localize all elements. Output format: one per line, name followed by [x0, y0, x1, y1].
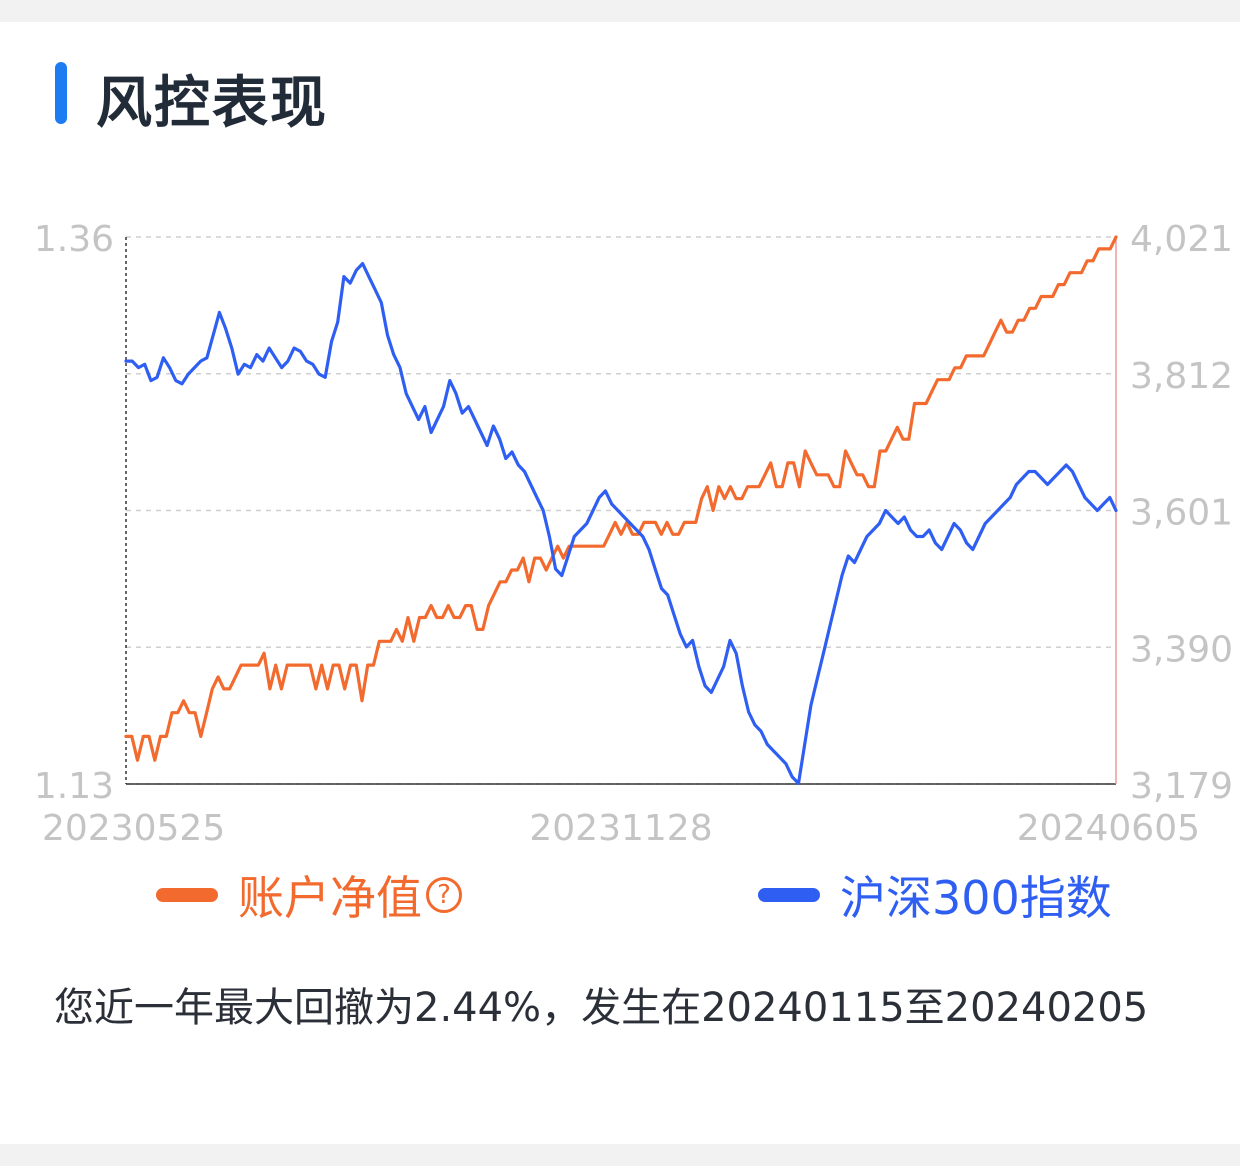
- legend-nav-label: 账户净值: [238, 871, 422, 925]
- section-title: 风控表现: [96, 71, 328, 136]
- right-tick-label: 3,812: [1130, 356, 1233, 397]
- legend-nav-swatch: [156, 888, 218, 902]
- title-accent-bar: [55, 62, 67, 124]
- x-tick-label: 20231128: [529, 808, 712, 849]
- nav-series-line: [124, 235, 1118, 762]
- chart-grid: [126, 236, 1116, 785]
- risk-control-card: [0, 22, 1240, 1144]
- x-tick-label: 20240605: [1017, 808, 1200, 849]
- chart-labels: 1.36 1.13 4,021 3,812 3,601 3,390 3,179 2023052…: [34, 219, 1233, 849]
- legend-index-swatch: [758, 888, 820, 902]
- legend-index[interactable]: 沪深300指数: [758, 862, 1112, 928]
- right-tick-label: 3,390: [1130, 629, 1233, 670]
- left-tick-label: 1.36: [34, 219, 114, 260]
- legend-index-label: 沪深300指数: [840, 871, 1112, 925]
- max-drawdown-summary: 您近一年最大回撤为2.44%，发生在20240115至20240205: [54, 985, 1149, 1031]
- chart-series: [124, 235, 1118, 786]
- question-mark-icon[interactable]: ?: [426, 877, 462, 913]
- right-tick-label: 3,601: [1130, 493, 1233, 534]
- right-tick-label: 4,021: [1130, 219, 1233, 260]
- x-tick-label: 20230525: [42, 808, 225, 849]
- left-tick-label: 1.13: [34, 766, 114, 807]
- legend-nav[interactable]: 账户净值 ?: [156, 862, 462, 928]
- index-series-line: [124, 262, 1118, 786]
- right-tick-label: 3,179: [1130, 766, 1233, 807]
